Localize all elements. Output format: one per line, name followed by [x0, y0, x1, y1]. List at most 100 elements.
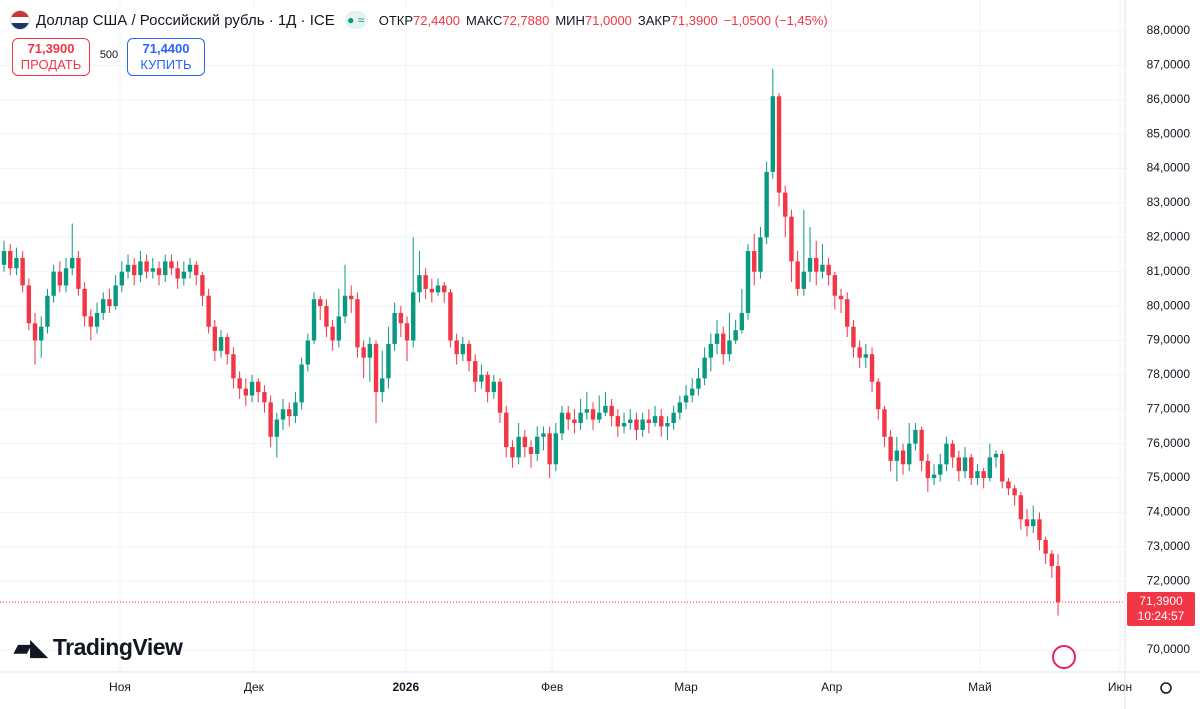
candle-body	[423, 275, 428, 289]
candle-body	[206, 295, 211, 327]
candle-body	[609, 405, 614, 417]
candle-body	[132, 264, 137, 276]
candle-body	[621, 423, 627, 427]
candle-body	[838, 295, 844, 300]
candle-body	[597, 412, 602, 420]
x-tick-label: 2026	[392, 680, 419, 694]
sell-button[interactable]: 71,3900 ПРОДАТЬ	[12, 38, 90, 76]
candle-body	[435, 285, 441, 293]
candle-body	[690, 388, 695, 396]
candle-body	[919, 429, 924, 461]
ohlc-value: 72,7880	[502, 12, 550, 28]
y-tick-label: 78,0000	[1147, 367, 1191, 381]
candle-body	[8, 251, 13, 269]
ohlc-value: 71,3900	[670, 12, 718, 28]
x-tick-label: Июн	[1108, 680, 1132, 694]
candle-body	[702, 357, 707, 379]
candle-body	[355, 299, 360, 348]
candle-body	[1037, 519, 1042, 540]
candle-body	[14, 257, 19, 269]
symbol-header: Доллар США / Российский рубль · 1Д · ICE…	[10, 8, 828, 32]
candle-body	[522, 436, 528, 448]
candle-body	[88, 316, 94, 327]
candle-body	[845, 299, 850, 327]
y-tick-label: 86,0000	[1147, 92, 1191, 106]
logo[interactable]: ▰◣ TradingView	[14, 634, 183, 661]
candle-body	[677, 402, 683, 413]
y-tick-label: 82,0000	[1147, 229, 1191, 243]
candle-body	[181, 271, 187, 279]
candle-body	[863, 354, 869, 358]
candle-body	[578, 412, 583, 424]
candle-body	[795, 261, 800, 289]
candle-body	[733, 330, 738, 341]
candle-body	[764, 171, 769, 238]
candle-body	[262, 392, 267, 403]
candle-body	[708, 343, 714, 358]
candle-body	[894, 450, 900, 461]
candle-body	[119, 271, 125, 286]
buy-price: 71,4400	[142, 41, 190, 56]
candle-body	[479, 374, 484, 382]
candle-body	[454, 340, 459, 355]
candle-body	[516, 436, 521, 458]
market-status: ● ≈	[344, 11, 367, 29]
sell-price: 71,3900	[27, 41, 75, 56]
ohlc-label: МАКС	[466, 12, 503, 28]
logo-text: TradingView	[52, 634, 183, 660]
candle-body	[57, 271, 63, 286]
candle-body	[318, 299, 323, 307]
candle-body	[491, 381, 497, 393]
y-tick-label: 77,0000	[1147, 401, 1191, 415]
symbol-title[interactable]: Доллар США / Российский рубль · 1Д · ICE	[36, 11, 335, 29]
candle-body	[1006, 481, 1011, 489]
candle-body	[640, 419, 645, 430]
quantity[interactable]: 500	[99, 49, 119, 61]
ohlc-label: ЗАКР	[637, 12, 671, 28]
candle-body	[541, 433, 546, 437]
candle-body	[572, 419, 577, 424]
currency-icon	[1052, 645, 1076, 669]
candle-body	[411, 292, 416, 341]
ohlc-label: ОТКР	[378, 12, 414, 28]
candle-body	[938, 464, 943, 475]
y-tick-label: 85,0000	[1147, 126, 1191, 140]
candle-body	[26, 285, 32, 324]
candle-body	[349, 295, 354, 300]
y-tick-label: 80,0000	[1147, 298, 1191, 312]
candle-body	[900, 450, 906, 465]
candle-body	[590, 409, 596, 420]
candle-body	[225, 337, 230, 355]
candle-body	[324, 306, 329, 327]
candle-body	[268, 402, 273, 437]
candle-body	[466, 343, 472, 362]
candle-body	[20, 257, 25, 286]
candle-body	[1012, 488, 1017, 496]
candle-body	[857, 347, 862, 358]
plot-background	[0, 0, 1125, 672]
candle-body	[163, 261, 168, 276]
candle-body	[535, 436, 540, 454]
x-tick-label: Дек	[244, 680, 265, 694]
candle-body	[851, 326, 856, 348]
candle-body	[45, 295, 50, 327]
candle-body	[776, 96, 782, 193]
candle-body	[547, 433, 552, 465]
candle-body	[714, 333, 720, 344]
candle-body	[342, 295, 348, 317]
logo-mark: ▰◣	[14, 634, 47, 660]
candle-body	[367, 343, 373, 358]
candle-body	[659, 416, 664, 427]
candle-body	[758, 237, 763, 272]
candle-body	[138, 261, 143, 276]
candle-body	[460, 343, 466, 355]
candle-body	[373, 343, 379, 393]
candle-body	[1043, 539, 1048, 554]
candle-body	[566, 412, 571, 420]
y-tick-label: 72,0000	[1147, 573, 1191, 587]
candle-body	[727, 340, 732, 355]
candle-body	[144, 261, 149, 272]
y-tick-label: 83,0000	[1147, 195, 1191, 209]
buy-button[interactable]: 71,4400 КУПИТЬ	[127, 38, 205, 76]
candle-body	[113, 285, 118, 307]
